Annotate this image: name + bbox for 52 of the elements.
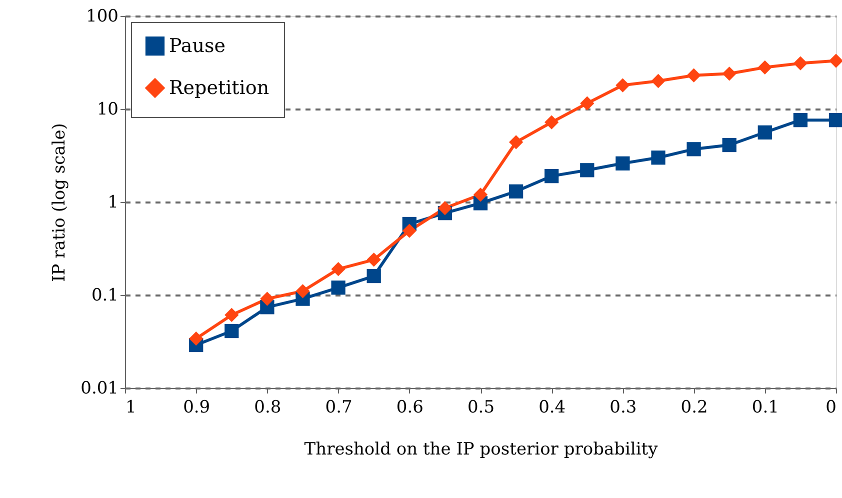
x-tick-label: 0 — [826, 398, 836, 418]
point — [828, 113, 842, 128]
x-tick-label: 0.6 — [396, 398, 424, 418]
legend-label: Pause — [169, 35, 226, 57]
point — [296, 284, 310, 298]
x-tick-label: 0.7 — [325, 398, 352, 418]
point — [722, 66, 736, 81]
point — [473, 188, 488, 202]
legend-label: Repetition — [169, 77, 270, 99]
x-tick-label: 0.3 — [610, 398, 637, 418]
point — [793, 56, 808, 70]
point — [331, 262, 346, 276]
x-axis-title: Threshold on the IP posterior probability — [304, 440, 658, 460]
point — [331, 280, 346, 295]
point — [651, 74, 666, 88]
point — [366, 268, 381, 284]
x-tick-label: 0.9 — [183, 398, 210, 418]
x-tick-label: 0.1 — [752, 398, 779, 418]
y-axis-title: IP ratio (log scale) — [50, 123, 70, 282]
point — [260, 292, 274, 306]
point — [580, 163, 594, 178]
x-tick-label: 0.4 — [538, 398, 566, 418]
y-tick-label: 0.01 — [80, 378, 118, 398]
point — [686, 142, 701, 156]
point — [544, 169, 559, 184]
x-tick-label: 1 — [126, 398, 136, 418]
point — [580, 96, 594, 110]
point — [651, 150, 666, 165]
point — [828, 54, 842, 68]
x-tick-label: 0.2 — [680, 398, 708, 418]
x-tick-label: 0.8 — [254, 398, 282, 418]
point — [224, 324, 239, 338]
point — [722, 138, 736, 152]
point — [616, 156, 630, 170]
point — [758, 125, 772, 140]
point — [758, 60, 772, 74]
point — [189, 332, 204, 346]
point — [508, 135, 524, 150]
point — [366, 252, 381, 267]
y-tick-label: 10 — [96, 100, 118, 120]
point — [616, 78, 630, 92]
x-tick-label: 0.5 — [467, 398, 495, 418]
y-tick-label: 0.1 — [91, 286, 118, 306]
point — [402, 224, 416, 238]
y-tick-label: 100 — [86, 6, 118, 26]
point — [544, 115, 559, 130]
point — [224, 308, 239, 322]
point — [793, 113, 808, 128]
point — [438, 201, 452, 216]
point — [686, 68, 701, 82]
point — [508, 184, 524, 198]
y-tick-label: 1 — [108, 192, 118, 212]
